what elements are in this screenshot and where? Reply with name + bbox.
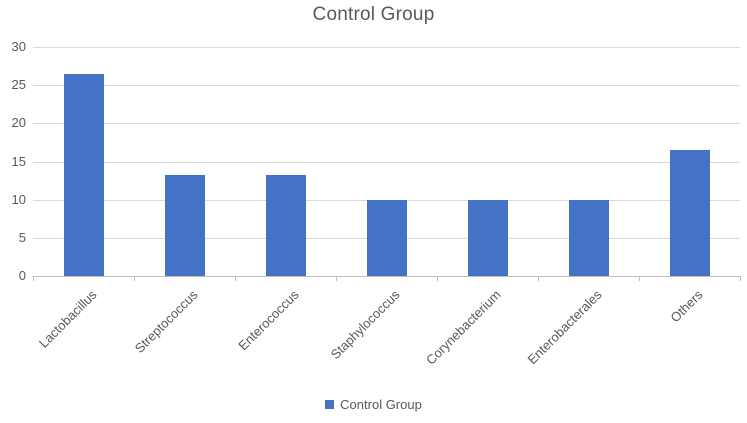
- x-category-label: Corynebacterium: [422, 287, 504, 368]
- y-tick-label: 0: [18, 268, 26, 283]
- x-category-label: Lactobacillus: [35, 287, 100, 351]
- gridline: [33, 47, 740, 48]
- bar-enterobacterales: [568, 200, 609, 276]
- x-axis-tick: [336, 276, 337, 281]
- x-axis-tick: [740, 276, 741, 281]
- x-category-label: Others: [666, 287, 706, 326]
- x-axis-line: [33, 276, 740, 277]
- plot-area: Lactobacillus Streptococcus Enterococcus St…: [33, 47, 741, 368]
- legend-label: Control Group: [340, 397, 422, 412]
- y-tick-label: 20: [11, 115, 26, 131]
- y-tick-label: 5: [18, 229, 26, 245]
- y-tick-label: 30: [11, 39, 26, 54]
- x-category-label: Streptococcus: [131, 287, 201, 356]
- y-tick-label: 15: [11, 153, 26, 169]
- x-axis-tick: [639, 276, 640, 281]
- bar-lactobacillus: [63, 73, 104, 276]
- x-axis-tick: [538, 276, 539, 281]
- legend: Control Group: [0, 397, 747, 412]
- bar-staphylococcus: [366, 200, 407, 276]
- x-category-label: Enterococcus: [234, 287, 302, 354]
- x-axis-tick: [235, 276, 236, 281]
- gridline: [33, 85, 740, 87]
- x-axis-tick: [33, 276, 34, 281]
- gridline: [33, 161, 740, 163]
- gridline: [33, 199, 740, 201]
- gridline: [33, 123, 740, 125]
- bar-corynebacterium: [467, 200, 508, 276]
- bar-enterococcus: [265, 175, 306, 276]
- legend-marker-square: [325, 400, 335, 409]
- y-axis-labels: 0 5 10 15 20 25 30: [0, 40, 26, 283]
- chart-title: Control Group: [312, 4, 435, 25]
- y-tick-label: 10: [11, 191, 26, 207]
- x-axis-tick: [134, 276, 135, 281]
- x-category-label: Staphylococcus: [327, 287, 403, 362]
- bar-streptococcus: [164, 175, 205, 276]
- y-tick-label: 25: [11, 77, 26, 93]
- bar-others: [669, 150, 710, 276]
- x-axis-tick: [437, 276, 438, 281]
- x-category-label: Enterobacterales: [524, 287, 605, 368]
